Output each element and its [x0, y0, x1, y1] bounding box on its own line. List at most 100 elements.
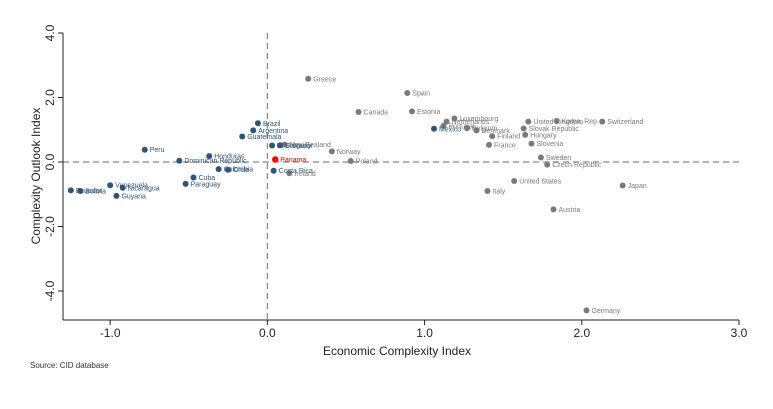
data-point	[272, 156, 279, 163]
data-point	[225, 166, 232, 173]
data-label: Argentina	[258, 128, 288, 135]
data-point	[511, 178, 518, 185]
data-point	[176, 157, 183, 164]
data-label: Germany	[592, 308, 621, 315]
y-axis-title: Complexity Outlook Index	[29, 108, 43, 245]
data-point	[254, 120, 261, 127]
data-label: Spain	[412, 90, 430, 97]
data-point	[619, 182, 626, 189]
x-tick-label: 1.0	[416, 326, 433, 340]
data-point	[553, 118, 560, 125]
data-label: Venezuela	[115, 183, 148, 190]
data-point	[276, 142, 283, 149]
data-point	[67, 187, 74, 194]
data-label: Dominican Republic	[184, 158, 247, 165]
data-label: Mexico	[439, 126, 461, 133]
data-point	[522, 131, 529, 138]
data-label: United Kingdom	[533, 119, 583, 126]
data-point	[141, 146, 148, 153]
data-point	[269, 142, 276, 149]
data-points	[67, 75, 626, 314]
data-label: Norway	[337, 149, 361, 156]
data-point	[451, 115, 458, 122]
data-label: Korea, Rep.	[562, 119, 599, 126]
data-label: Portugal	[448, 123, 475, 130]
source-note: Source: CID database	[30, 361, 109, 370]
data-label: Ecuador	[76, 188, 103, 195]
data-point	[119, 184, 126, 191]
x-axis-title: Economic Complexity Index	[323, 344, 471, 358]
data-point	[107, 182, 114, 189]
data-label: Brazil	[263, 121, 281, 128]
data-label: Paraguay	[191, 181, 221, 188]
axes: -1.0 0.0 1.0 2.0 3.0 -4.0 -2.0 0.0 2.0 4.0	[43, 24, 748, 340]
data-label: Finland	[497, 134, 520, 141]
data-label: Netherlands	[452, 119, 490, 126]
data-label: Greece	[313, 76, 336, 83]
data-label: Denmark	[481, 128, 510, 135]
data-label: Slovak Republic	[529, 126, 580, 133]
data-label: Hungary	[530, 132, 557, 139]
data-point	[239, 133, 246, 140]
data-point	[484, 188, 491, 195]
data-label: Poland	[356, 159, 378, 166]
data-point	[440, 122, 447, 129]
data-label: Canada	[364, 110, 389, 117]
data-point	[599, 118, 606, 125]
data-point	[286, 170, 293, 177]
x-tick-label: -1.0	[100, 326, 121, 340]
data-point	[347, 158, 354, 165]
data-label: Honduras	[214, 154, 245, 161]
data-label: Costa Rica	[279, 168, 313, 175]
data-point	[528, 140, 535, 147]
data-point	[550, 206, 557, 213]
data-label: Belgium	[472, 126, 497, 133]
data-point	[190, 174, 197, 181]
x-tick-label: 3.0	[731, 326, 748, 340]
data-label: Estonia	[417, 109, 440, 116]
data-point	[77, 188, 84, 195]
data-point	[520, 125, 527, 132]
data-label: Japan	[628, 183, 647, 190]
data-label: Nicaragua	[128, 185, 160, 192]
data-point	[270, 167, 277, 174]
plot-area	[63, 33, 739, 320]
data-label: Czech Republic	[552, 162, 602, 169]
data-point	[537, 154, 544, 161]
data-label: United States	[519, 179, 562, 186]
data-label: Sweden	[546, 155, 571, 162]
data-point	[206, 153, 213, 160]
data-label: Guatemala	[247, 134, 281, 141]
data-point	[355, 109, 362, 116]
data-point	[113, 192, 120, 199]
data-point	[486, 141, 493, 148]
data-point	[328, 148, 335, 155]
data-point	[431, 125, 438, 132]
data-label: Ireland	[294, 171, 316, 178]
data-label: Colombia	[224, 167, 254, 174]
data-label: Chile	[233, 167, 249, 174]
data-point	[404, 89, 411, 96]
data-label: Bolivia	[85, 189, 106, 196]
data-label: Peru	[150, 147, 165, 154]
y-tick-label: -4.0	[43, 280, 57, 301]
x-tick-label: 2.0	[573, 326, 590, 340]
data-label: Cuba	[198, 175, 215, 182]
data-point	[215, 166, 222, 173]
data-point	[443, 118, 450, 125]
y-tick-label: 4.0	[43, 24, 57, 41]
data-point	[583, 307, 590, 314]
data-label: Switzerland	[607, 119, 643, 126]
data-label: Italy	[492, 189, 505, 196]
data-label: El Salvador	[277, 143, 313, 150]
data-point	[409, 108, 416, 115]
data-point	[305, 75, 312, 82]
data-point	[525, 118, 532, 125]
data-point	[464, 125, 471, 132]
data-label: France	[494, 142, 516, 149]
data-point	[250, 127, 257, 134]
data-label: Luxembourg	[459, 116, 498, 123]
reference-lines	[63, 33, 739, 320]
